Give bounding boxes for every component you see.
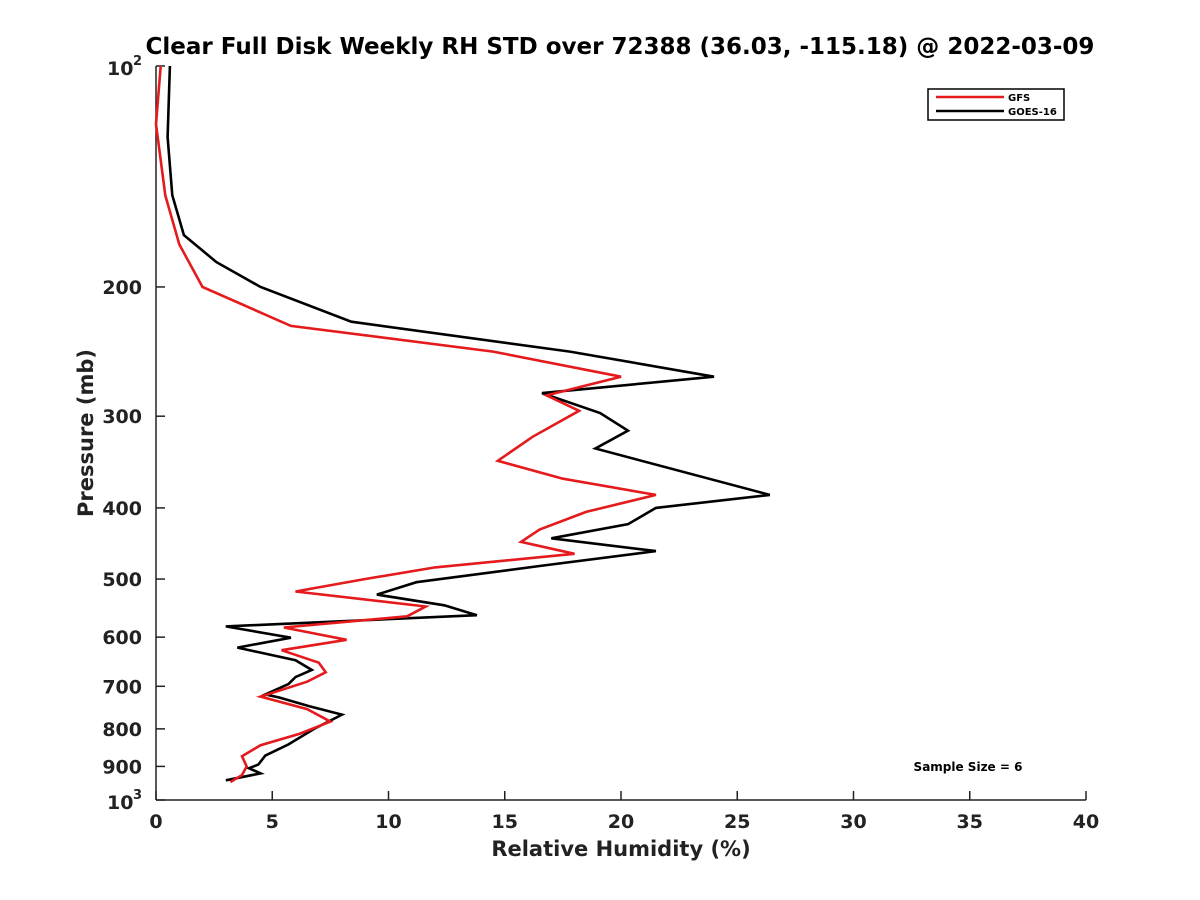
x-tick-label: 20 xyxy=(608,811,634,833)
x-tick-label: 15 xyxy=(492,811,518,833)
series-line-gfs xyxy=(154,65,657,784)
y-tick-label: 300 xyxy=(102,406,142,428)
x-axis-label: Relative Humidity (%) xyxy=(491,837,750,861)
x-tick-label: 25 xyxy=(724,811,750,833)
legend-label-gfs: GFS xyxy=(1008,93,1030,104)
x-tick-label: 10 xyxy=(375,811,401,833)
y-tick-label: 10 xyxy=(107,792,133,814)
y-axis-label: Pressure (mb) xyxy=(74,349,98,517)
y-tick-label: 900 xyxy=(102,756,142,778)
x-tick-label: 30 xyxy=(840,811,866,833)
x-ticks: 0 5 10 15 20 25 30 35 40 xyxy=(149,791,1099,833)
y-tick-label: 500 xyxy=(102,569,142,591)
legend: GFS GOES-16 xyxy=(927,88,1065,121)
y-tick-label: 400 xyxy=(102,498,142,520)
series-lines xyxy=(154,65,771,784)
y-tick-exponent: 2 xyxy=(133,54,142,69)
legend-label-goes-16: GOES-16 xyxy=(1008,107,1057,118)
x-tick-label: 40 xyxy=(1073,811,1099,833)
series-line-goes-16 xyxy=(166,65,771,782)
y-tick-label: 700 xyxy=(102,676,142,698)
x-tick-label: 5 xyxy=(266,811,279,833)
chart-title: Clear Full Disk Weekly RH STD over 72388… xyxy=(146,34,1095,60)
y-tick-label: 800 xyxy=(102,719,142,741)
sample-size-annotation: Sample Size = 6 xyxy=(914,760,1023,774)
y-tick-label: 200 xyxy=(102,277,142,299)
legend-box xyxy=(927,88,1065,121)
y-tick-label: 600 xyxy=(102,627,142,649)
x-tick-label: 0 xyxy=(149,811,162,833)
y-tick-exponent: 3 xyxy=(133,788,142,803)
x-tick-label: 35 xyxy=(957,811,983,833)
plot-area xyxy=(155,66,1086,801)
y-tick-label: 10 xyxy=(107,58,133,80)
